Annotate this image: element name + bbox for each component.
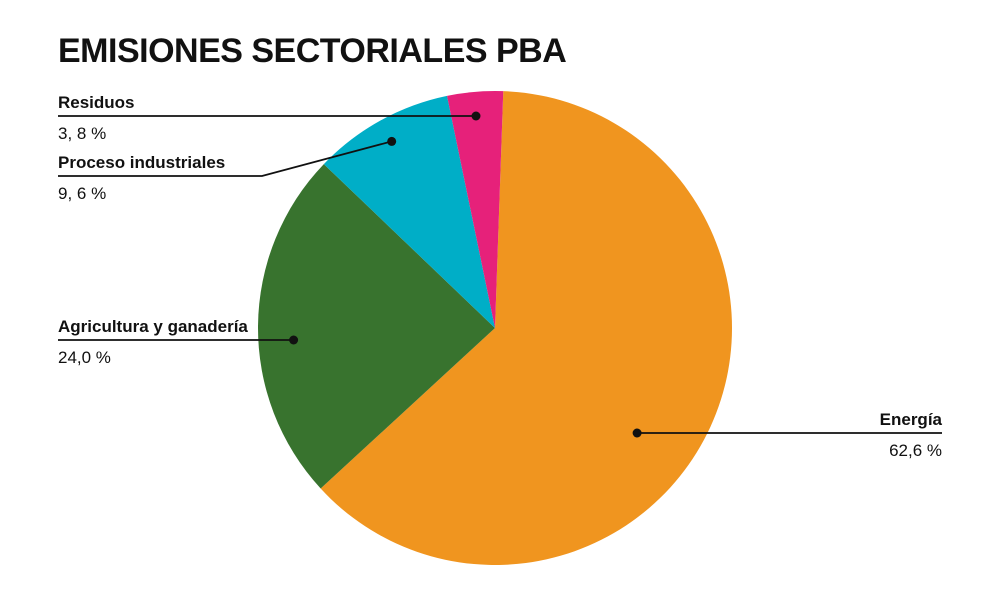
leader-line-proceso-industriales (58, 140, 392, 177)
slice-agricultura-y-ganaderia (258, 164, 495, 489)
pie-labels: Energía 62,6 % Agricultura y ganadería 24,0… (58, 93, 943, 460)
slice-proceso-industriales (323, 95, 495, 328)
label-value-proceso-industriales: 9, 6 % (58, 184, 106, 203)
leader-dot-proceso-industriales (387, 136, 397, 146)
label-value-energia: 62,6 % (889, 441, 942, 460)
label-name-residuos: Residuos (58, 93, 135, 112)
leader-dot-agricultura-y-ganaderia (289, 335, 299, 345)
slice-residuos (447, 90, 504, 329)
label-name-agricultura-y-ganaderia: Agricultura y ganadería (58, 317, 248, 336)
slice-energia (320, 91, 733, 565)
label-name-energia: Energía (880, 410, 943, 429)
pie-slices (258, 90, 733, 565)
label-value-residuos: 3, 8 % (58, 124, 106, 143)
label-value-agricultura-y-ganaderia: 24,0 % (58, 348, 111, 367)
label-name-proceso-industriales: Proceso industriales (58, 153, 225, 172)
chart-title: EMISIONES SECTORIALES PBA (58, 32, 566, 70)
leader-dot-residuos (471, 111, 481, 121)
leader-dot-energia (632, 428, 642, 438)
